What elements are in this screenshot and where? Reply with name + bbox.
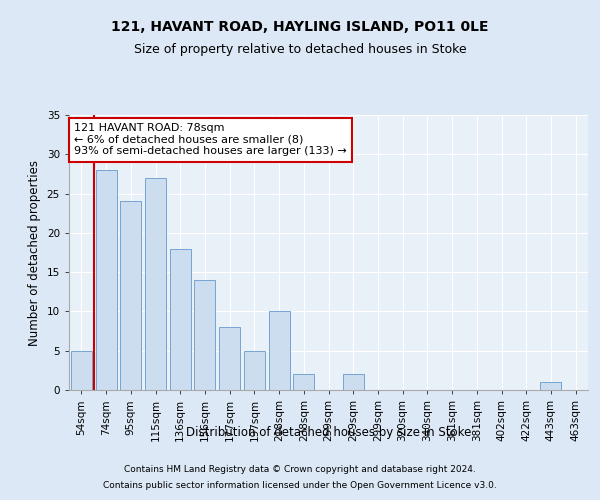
Bar [170,248,191,390]
Bar [269,312,290,390]
Text: Contains public sector information licensed under the Open Government Licence v3: Contains public sector information licen… [103,482,497,490]
Bar [219,327,240,390]
Text: 121, HAVANT ROAD, HAYLING ISLAND, PO11 0LE: 121, HAVANT ROAD, HAYLING ISLAND, PO11 0… [111,20,489,34]
Text: 121 HAVANT ROAD: 78sqm
← 6% of detached houses are smaller (8)
93% of semi-detac: 121 HAVANT ROAD: 78sqm ← 6% of detached … [74,123,347,156]
Text: Contains HM Land Registry data © Crown copyright and database right 2024.: Contains HM Land Registry data © Crown c… [124,466,476,474]
Bar [145,178,166,390]
Bar [541,382,562,390]
Bar [194,280,215,390]
Bar [95,170,116,390]
Text: Size of property relative to detached houses in Stoke: Size of property relative to detached ho… [134,42,466,56]
Bar [120,202,141,390]
Bar [343,374,364,390]
Bar [293,374,314,390]
Text: Distribution of detached houses by size in Stoke: Distribution of detached houses by size … [186,426,472,439]
Bar [71,350,92,390]
Y-axis label: Number of detached properties: Number of detached properties [28,160,41,346]
Bar [244,350,265,390]
